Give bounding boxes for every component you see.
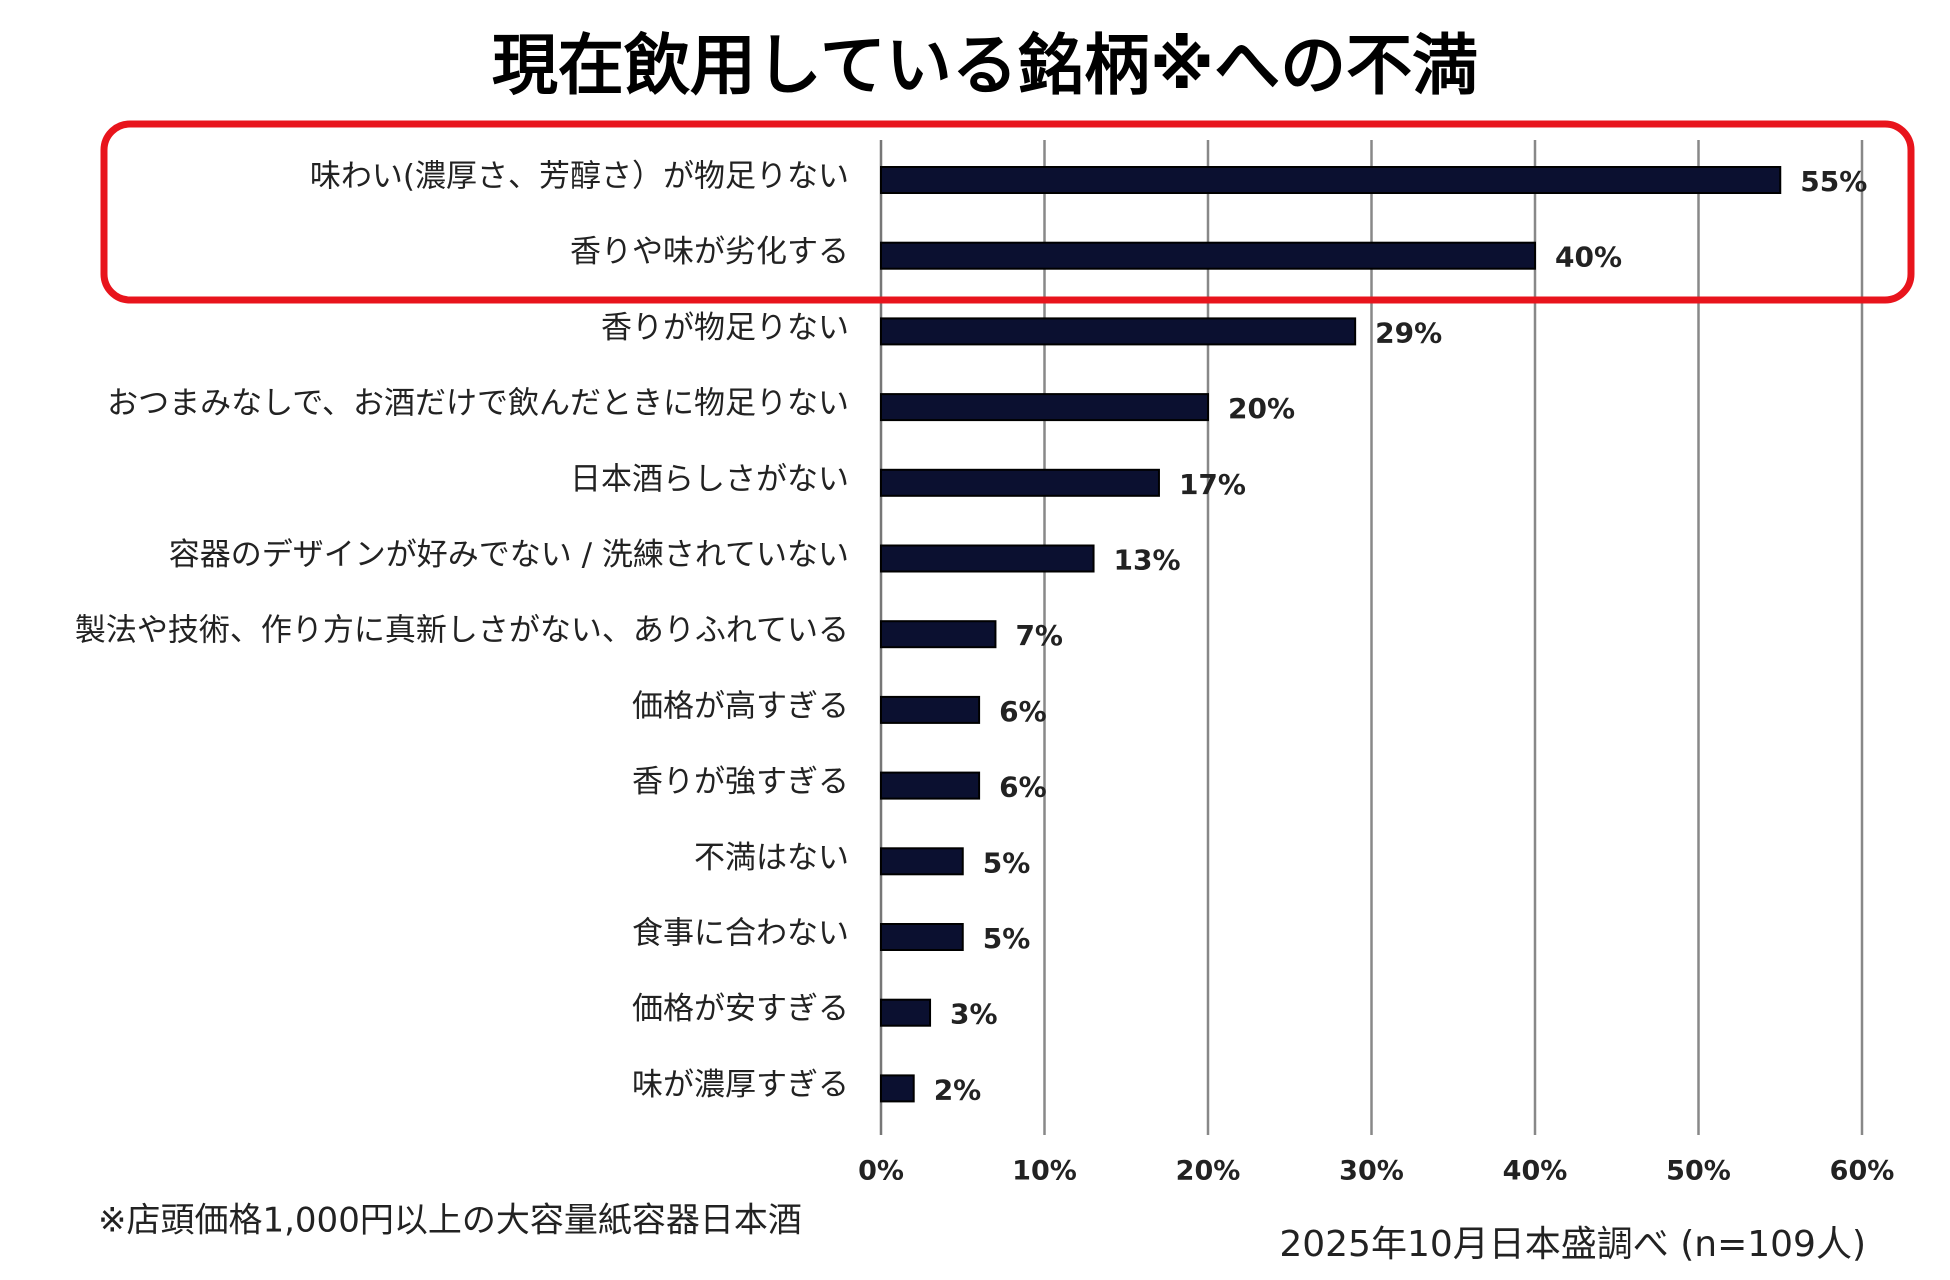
- bar: [880, 1074, 915, 1103]
- bar: [880, 166, 1782, 194]
- bar: [880, 998, 932, 1027]
- bar: [880, 695, 981, 724]
- category-label: 香りが物足りない: [601, 310, 849, 346]
- bar: [880, 544, 1095, 573]
- source: 2025年10月日本盛調べ (n=109人): [1279, 1224, 1866, 1265]
- bar: [880, 241, 1536, 270]
- category-label: 味が濃厚すぎる: [632, 1067, 849, 1103]
- value-label: 55%: [1800, 165, 1867, 198]
- category-label: おつまみなしで、お酒だけで飲んだときに物足りない: [107, 386, 849, 422]
- value-label: 40%: [1555, 241, 1622, 274]
- bar: [880, 771, 981, 800]
- bar: [880, 317, 1357, 346]
- x-tick-label: 30%: [1339, 1156, 1404, 1187]
- bar: [880, 923, 964, 951]
- category-label: 価格が高すぎる: [632, 688, 849, 724]
- value-label: 17%: [1179, 468, 1246, 501]
- value-label: 29%: [1375, 316, 1442, 349]
- category-label: 香りや味が劣化する: [570, 234, 849, 270]
- x-tick-label: 50%: [1666, 1156, 1731, 1187]
- value-label: 3%: [950, 998, 998, 1031]
- category-label: 日本酒らしさがない: [570, 461, 849, 497]
- x-tick-label: 20%: [1176, 1156, 1241, 1187]
- category-label: 容器のデザインが好みでない / 洗練されていない: [169, 537, 849, 573]
- value-label: 2%: [934, 1073, 982, 1106]
- value-label: 6%: [999, 771, 1047, 804]
- bar: [880, 620, 997, 649]
- category-label: 価格が安すぎる: [632, 991, 849, 1027]
- category-label: 食事に合わない: [632, 916, 849, 952]
- bar: [880, 468, 1160, 497]
- bar: [880, 847, 964, 876]
- x-tick-label: 10%: [1012, 1156, 1077, 1187]
- category-label: 味わい(濃厚さ、芳醇さ）が物足りない: [310, 159, 849, 195]
- chart-title: 現在飲用している銘柄※への不満: [492, 27, 1478, 104]
- value-label: 5%: [983, 922, 1031, 955]
- x-tick-label: 60%: [1830, 1156, 1895, 1187]
- x-tick-label: 0%: [858, 1156, 904, 1187]
- footnote: ※店頭価格1,000円以上の大容量紙容器日本酒: [98, 1201, 802, 1241]
- value-label: 13%: [1114, 544, 1181, 577]
- category-label: 不満はない: [694, 840, 849, 876]
- highlight-box: [100, 120, 1915, 304]
- bar: [880, 393, 1209, 422]
- value-label: 20%: [1228, 392, 1295, 425]
- category-label: 製法や技術、作り方に真新しさがない、ありふれている: [75, 613, 849, 649]
- value-label: 5%: [983, 846, 1031, 879]
- x-tick-label: 40%: [1503, 1156, 1568, 1187]
- category-label: 香りが強すぎる: [632, 764, 849, 800]
- value-label: 7%: [1015, 619, 1063, 652]
- value-label: 6%: [999, 695, 1047, 728]
